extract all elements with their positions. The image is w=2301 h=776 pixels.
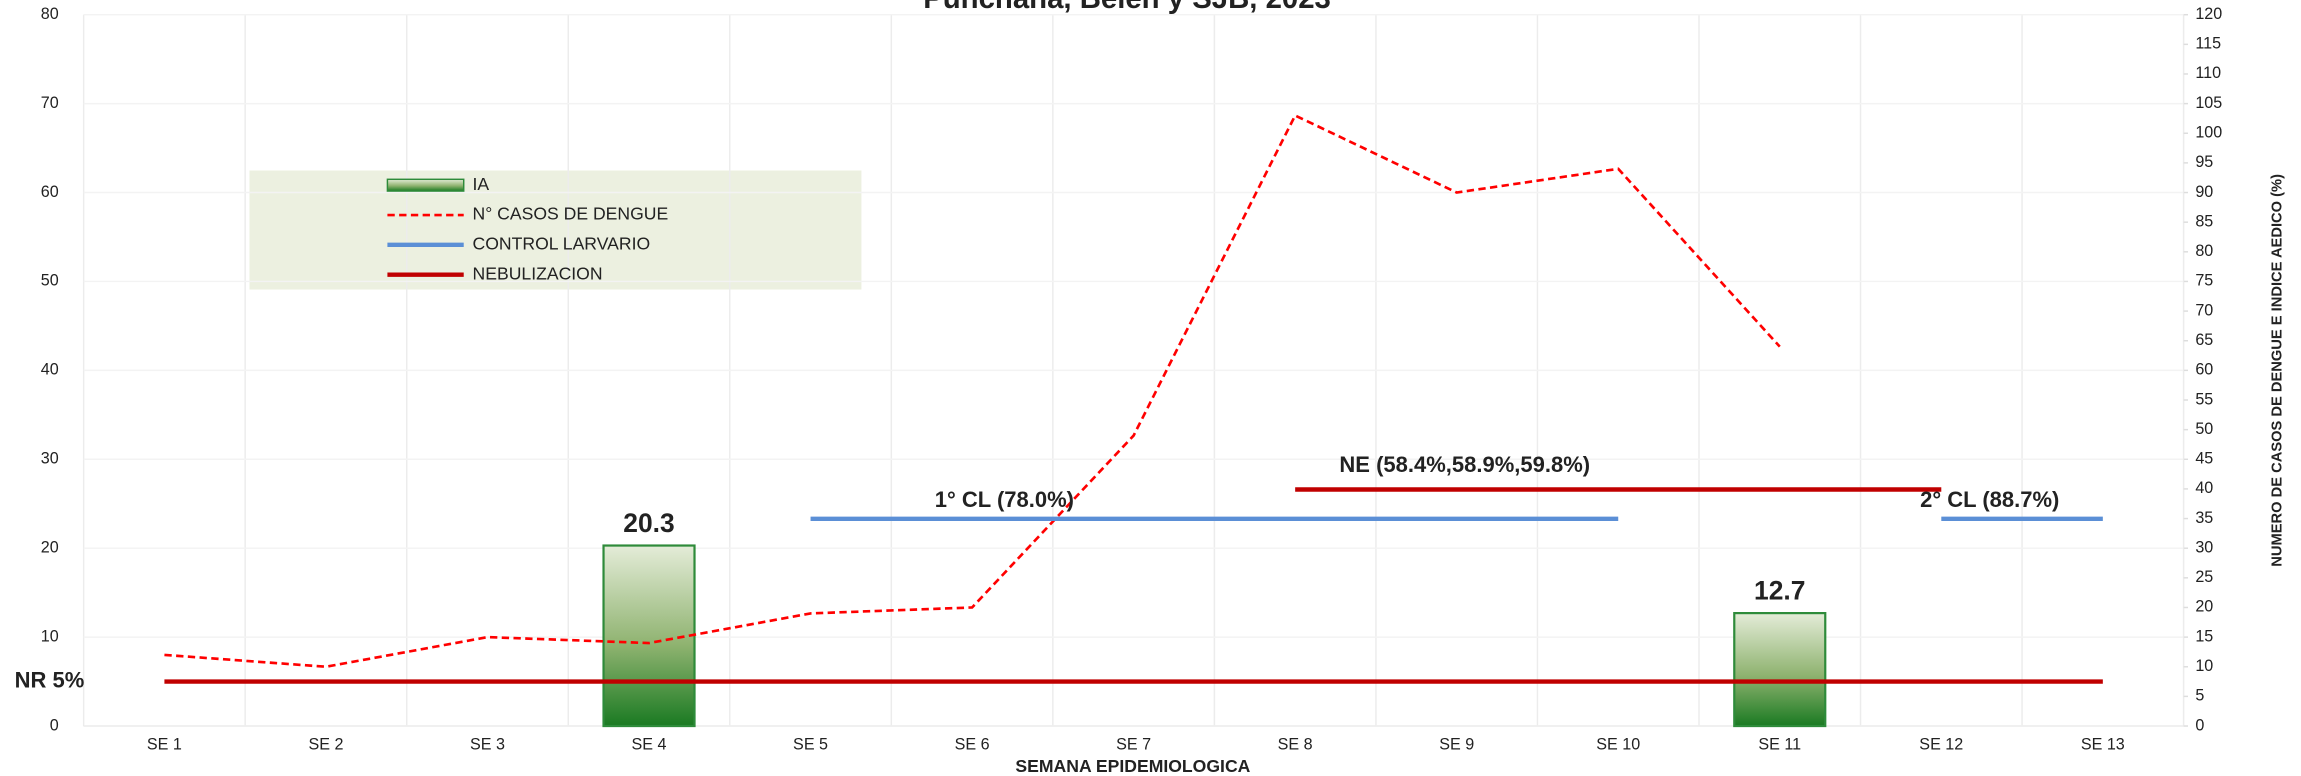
y-tick-label: 10 (41, 627, 59, 645)
x-tick-label: SE 6 (955, 735, 990, 753)
bar (1733, 612, 1827, 728)
y2-axis-label: NUMERO DE CASOS DE DENGUE E INDICE AEDIC… (2269, 174, 2285, 567)
x-tick-label: SE 5 (793, 735, 828, 753)
y2-tick-label: 35 (2195, 509, 2213, 527)
y2-tick-label: 120 (2195, 5, 2222, 23)
x-tick-label: SE 2 (308, 735, 343, 753)
y2-tick-label: 60 (2195, 361, 2213, 379)
bar (602, 544, 696, 728)
y2-tick-label: 25 (2195, 568, 2213, 586)
y2-tick-label: 95 (2195, 153, 2213, 171)
annotation: 2° CL (88.7%) (1920, 487, 2059, 512)
y2-tick-label: 70 (2195, 301, 2213, 319)
x-tick-label: SE 13 (2081, 735, 2125, 753)
x-tick-label: SE 3 (470, 735, 505, 753)
y2-tick-label: 10 (2195, 657, 2213, 675)
reference-label: NR 5% (15, 667, 85, 692)
y-tick-label: 50 (41, 272, 59, 290)
data-label: 20.3 (623, 508, 674, 538)
y2-tick-label: 0 (2195, 716, 2204, 734)
x-tick-label: SE 8 (1278, 735, 1313, 753)
x-tick-label: SE 1 (147, 735, 182, 753)
y2-tick-label: 55 (2195, 390, 2213, 408)
legend-label: CONTROL LARVARIO (473, 233, 651, 253)
legend-label: IA (473, 174, 490, 194)
y2-tick-label: 105 (2195, 94, 2222, 112)
y2-tick-label: 85 (2195, 212, 2213, 230)
y2-tick-label: 5 (2195, 687, 2204, 705)
x-tick-label: SE 12 (1919, 735, 1963, 753)
legend-swatch (386, 178, 465, 192)
y2-tick-label: 65 (2195, 331, 2213, 349)
annotation: NE (58.4%,58.9%,59.8%) (1339, 452, 1590, 477)
y2-tick-label: 80 (2195, 242, 2213, 260)
x-tick-label: SE 4 (632, 735, 667, 753)
y-tick-label: 70 (41, 94, 59, 112)
y-tick-label: 0 (50, 716, 59, 734)
y-tick-label: 20 (41, 538, 59, 556)
y2-tick-label: 100 (2195, 124, 2222, 142)
chart-title: Punchana, Belén y SJB, 2023 (923, 0, 1331, 15)
legend-box (249, 170, 862, 290)
legend-label: NEBULIZACION (473, 263, 603, 283)
y2-tick-label: 45 (2195, 450, 2213, 468)
y-tick-label: 60 (41, 183, 59, 201)
y2-tick-label: 20 (2195, 598, 2213, 616)
data-label: 12.7 (1754, 576, 1805, 606)
annotation: 1° CL (78.0%) (935, 487, 1074, 512)
y-tick-label: 80 (41, 5, 59, 23)
y-tick-label: 30 (41, 450, 59, 468)
x-tick-label: SE 9 (1439, 735, 1474, 753)
x-axis-label: SEMANA EPIDEMIOLOGICA (1015, 756, 1250, 776)
y2-tick-label: 30 (2195, 538, 2213, 556)
y2-tick-label: 75 (2195, 272, 2213, 290)
x-tick-label: SE 11 (1758, 735, 1801, 753)
y2-tick-label: 115 (2195, 35, 2221, 53)
y-tick-label: 40 (41, 361, 59, 379)
y2-tick-label: 50 (2195, 420, 2213, 438)
y2-tick-label: 15 (2195, 627, 2213, 645)
line-series (164, 113, 1781, 669)
legend-label: N° CASOS DE DENGUE (473, 204, 669, 224)
x-tick-label: SE 7 (1116, 735, 1151, 753)
y2-tick-label: 40 (2195, 479, 2213, 497)
y2-tick-label: 90 (2195, 183, 2213, 201)
y2-tick-label: 110 (2195, 64, 2221, 82)
x-tick-label: SE 10 (1596, 735, 1640, 753)
